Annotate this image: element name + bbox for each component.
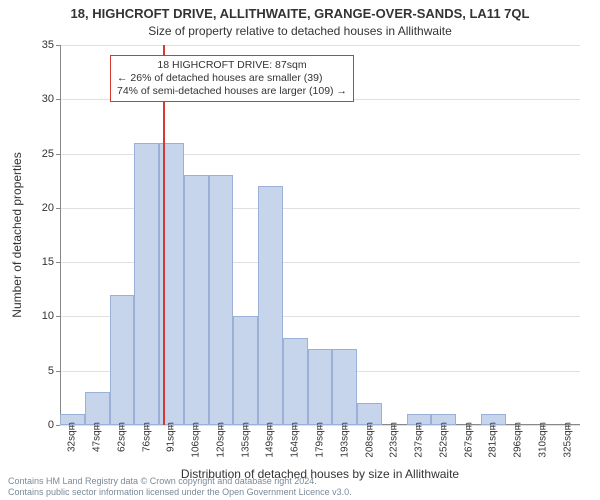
footer-line-1: Contains HM Land Registry data © Crown c…	[8, 476, 352, 487]
xtick-label: 106sqm	[191, 422, 202, 458]
annotation-line-1: 18 HIGHCROFT DRIVE: 87sqm	[117, 59, 347, 72]
xtick-label: 179sqm	[315, 422, 326, 458]
ytick-label: 5	[24, 365, 54, 377]
xtick-label: 149sqm	[265, 422, 276, 458]
ytick-mark	[56, 425, 60, 426]
chart-title: 18, HIGHCROFT DRIVE, ALLITHWAITE, GRANGE…	[0, 6, 600, 21]
footer-attribution: Contains HM Land Registry data © Crown c…	[8, 476, 352, 498]
xtick-label: 223sqm	[389, 422, 400, 458]
ytick-label: 35	[24, 39, 54, 51]
xtick-label: 310sqm	[537, 422, 548, 458]
xtick-label: 164sqm	[290, 422, 301, 458]
xtick-label: 237sqm	[414, 422, 425, 458]
histogram-bar	[332, 349, 357, 425]
xtick-label: 281sqm	[488, 422, 499, 458]
ytick-label: 15	[24, 256, 54, 268]
xtick-label: 91sqm	[166, 422, 177, 452]
xtick-label: 296sqm	[513, 422, 524, 458]
chart-area: 0510152025303532sqm47sqm62sqm76sqm91sqm1…	[60, 45, 580, 425]
xtick-label: 62sqm	[116, 422, 127, 452]
chart-container: 18, HIGHCROFT DRIVE, ALLITHWAITE, GRANGE…	[0, 0, 600, 500]
histogram-bar	[258, 186, 283, 425]
histogram-bar	[209, 175, 234, 425]
histogram-bar	[283, 338, 308, 425]
y-axis	[60, 45, 61, 425]
xtick-label: 47sqm	[92, 422, 103, 452]
annotation-line-3: 74% of semi-detached houses are larger (…	[117, 85, 347, 98]
xtick-label: 120sqm	[215, 422, 226, 458]
annotation-line-2: ← 26% of detached houses are smaller (39…	[117, 72, 347, 85]
chart-subtitle: Size of property relative to detached ho…	[0, 24, 600, 38]
ytick-label: 10	[24, 310, 54, 322]
histogram-bar	[184, 175, 209, 425]
ytick-label: 0	[24, 419, 54, 431]
xtick-label: 193sqm	[339, 422, 350, 458]
xtick-label: 135sqm	[240, 422, 251, 458]
footer-line-2: Contains public sector information licen…	[8, 487, 352, 498]
xtick-label: 32sqm	[67, 422, 78, 452]
xtick-label: 325sqm	[562, 422, 573, 458]
histogram-bar	[308, 349, 333, 425]
ytick-label: 25	[24, 148, 54, 160]
xtick-label: 267sqm	[463, 422, 474, 458]
gridline	[60, 45, 580, 46]
histogram-bar	[110, 295, 135, 425]
xtick-label: 76sqm	[141, 422, 152, 452]
xtick-label: 208sqm	[364, 422, 375, 458]
annotation-box: 18 HIGHCROFT DRIVE: 87sqm← 26% of detach…	[110, 55, 354, 102]
plot-area: 0510152025303532sqm47sqm62sqm76sqm91sqm1…	[60, 45, 580, 425]
histogram-bar	[233, 316, 258, 425]
histogram-bar	[85, 392, 110, 425]
ytick-label: 30	[24, 93, 54, 105]
y-axis-label: Number of detached properties	[10, 152, 24, 317]
xtick-label: 252sqm	[438, 422, 449, 458]
histogram-bar	[134, 143, 159, 425]
ytick-label: 20	[24, 202, 54, 214]
